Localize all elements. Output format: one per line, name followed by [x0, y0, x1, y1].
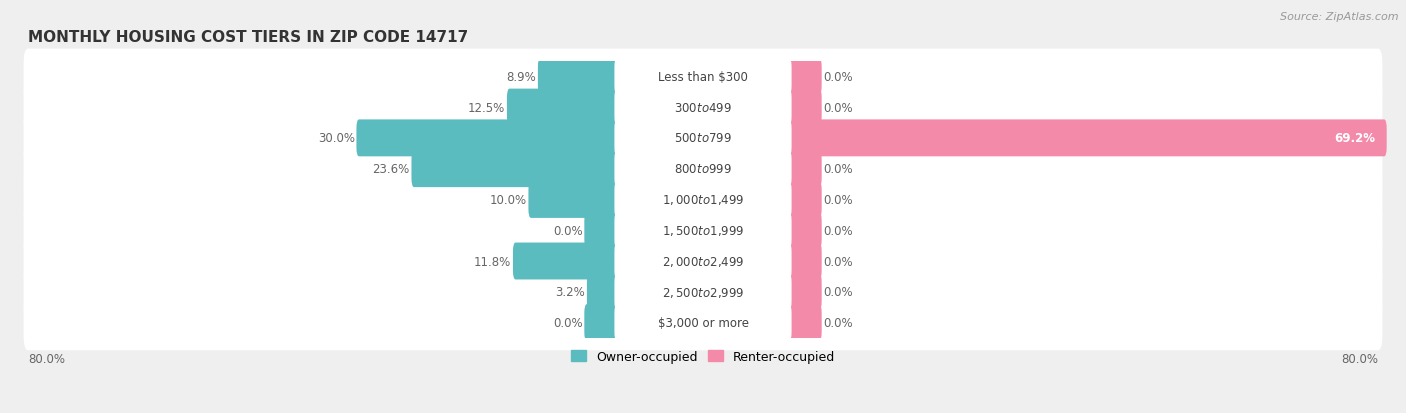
FancyBboxPatch shape — [614, 120, 792, 157]
Text: 30.0%: 30.0% — [318, 132, 354, 145]
FancyBboxPatch shape — [614, 212, 792, 249]
FancyBboxPatch shape — [614, 304, 792, 341]
Text: 0.0%: 0.0% — [824, 224, 853, 237]
FancyBboxPatch shape — [614, 89, 792, 126]
Text: 10.0%: 10.0% — [489, 193, 527, 206]
Text: $2,000 to $2,499: $2,000 to $2,499 — [662, 254, 744, 268]
Text: 0.0%: 0.0% — [824, 255, 853, 268]
FancyBboxPatch shape — [614, 59, 792, 95]
Text: 0.0%: 0.0% — [553, 224, 582, 237]
FancyBboxPatch shape — [614, 182, 792, 218]
FancyBboxPatch shape — [24, 295, 1382, 351]
FancyBboxPatch shape — [24, 111, 1382, 166]
FancyBboxPatch shape — [786, 274, 821, 311]
FancyBboxPatch shape — [24, 234, 1382, 289]
Text: 11.8%: 11.8% — [474, 255, 512, 268]
Text: Less than $300: Less than $300 — [658, 71, 748, 83]
FancyBboxPatch shape — [786, 151, 821, 188]
FancyBboxPatch shape — [356, 120, 620, 157]
Text: $1,000 to $1,499: $1,000 to $1,499 — [662, 193, 744, 207]
Text: $500 to $799: $500 to $799 — [673, 132, 733, 145]
Text: 80.0%: 80.0% — [1341, 352, 1378, 365]
Text: 0.0%: 0.0% — [824, 101, 853, 114]
Text: 3.2%: 3.2% — [555, 286, 585, 299]
FancyBboxPatch shape — [786, 304, 821, 341]
FancyBboxPatch shape — [786, 243, 821, 280]
FancyBboxPatch shape — [786, 89, 821, 126]
FancyBboxPatch shape — [412, 151, 620, 188]
Text: $800 to $999: $800 to $999 — [673, 163, 733, 176]
FancyBboxPatch shape — [585, 304, 620, 341]
FancyBboxPatch shape — [508, 89, 620, 126]
Text: 0.0%: 0.0% — [824, 193, 853, 206]
Text: 8.9%: 8.9% — [506, 71, 536, 83]
FancyBboxPatch shape — [614, 151, 792, 188]
FancyBboxPatch shape — [529, 182, 620, 218]
Text: 23.6%: 23.6% — [373, 163, 409, 176]
FancyBboxPatch shape — [513, 243, 620, 280]
Text: $1,500 to $1,999: $1,500 to $1,999 — [662, 224, 744, 237]
Text: $300 to $499: $300 to $499 — [673, 101, 733, 114]
FancyBboxPatch shape — [786, 182, 821, 218]
Text: 12.5%: 12.5% — [468, 101, 505, 114]
Text: 0.0%: 0.0% — [824, 316, 853, 329]
FancyBboxPatch shape — [24, 50, 1382, 105]
FancyBboxPatch shape — [24, 80, 1382, 135]
FancyBboxPatch shape — [538, 59, 620, 95]
Text: 0.0%: 0.0% — [553, 316, 582, 329]
FancyBboxPatch shape — [24, 142, 1382, 197]
FancyBboxPatch shape — [614, 243, 792, 280]
FancyBboxPatch shape — [24, 203, 1382, 258]
FancyBboxPatch shape — [586, 274, 620, 311]
FancyBboxPatch shape — [786, 212, 821, 249]
FancyBboxPatch shape — [786, 59, 821, 95]
Text: $3,000 or more: $3,000 or more — [658, 316, 748, 329]
Text: 0.0%: 0.0% — [824, 163, 853, 176]
FancyBboxPatch shape — [614, 274, 792, 311]
Text: 80.0%: 80.0% — [28, 352, 65, 365]
Text: Source: ZipAtlas.com: Source: ZipAtlas.com — [1281, 12, 1399, 22]
Text: MONTHLY HOUSING COST TIERS IN ZIP CODE 14717: MONTHLY HOUSING COST TIERS IN ZIP CODE 1… — [28, 30, 468, 45]
FancyBboxPatch shape — [786, 120, 1386, 157]
Text: 69.2%: 69.2% — [1334, 132, 1375, 145]
FancyBboxPatch shape — [24, 264, 1382, 320]
Legend: Owner-occupied, Renter-occupied: Owner-occupied, Renter-occupied — [567, 345, 839, 368]
Text: $2,500 to $2,999: $2,500 to $2,999 — [662, 285, 744, 299]
FancyBboxPatch shape — [24, 172, 1382, 228]
FancyBboxPatch shape — [585, 212, 620, 249]
Text: 0.0%: 0.0% — [824, 286, 853, 299]
Text: 0.0%: 0.0% — [824, 71, 853, 83]
